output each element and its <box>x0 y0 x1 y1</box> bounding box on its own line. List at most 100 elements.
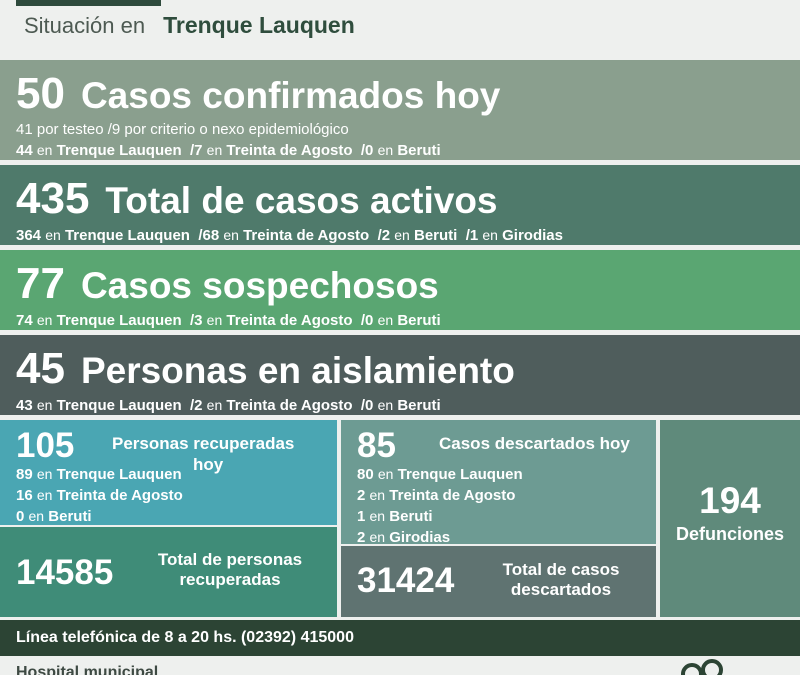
discarded-total-number: 31424 <box>357 561 455 600</box>
connector: en <box>36 312 53 328</box>
connector: en <box>369 508 386 524</box>
place: Treinta de Agosto <box>226 312 353 329</box>
value: 364 <box>16 227 42 244</box>
connector: en <box>36 466 53 482</box>
value: 80 <box>357 466 374 483</box>
value: 16 <box>16 487 33 504</box>
recovered-today-rows: 89 en Trenque Lauquen 16 en Treinta de A… <box>16 464 183 527</box>
value: 1 <box>357 508 366 525</box>
recovered-today-number: 105 <box>16 426 75 465</box>
value: /0 <box>360 397 374 414</box>
place: Beruti <box>414 227 458 244</box>
value: /7 <box>189 142 203 159</box>
connector: en <box>223 227 239 243</box>
place: Beruti <box>397 312 441 329</box>
recovered-total-panel: 14585 Total de personas recuperadas <box>0 527 337 617</box>
deaths-label: Defunciones <box>675 524 785 544</box>
active-panel: 435 Total de casos activos 364 en Trenqu… <box>0 165 800 245</box>
confirmed-line1: 41 por testeo /9 por criterio o nexo epi… <box>16 121 349 138</box>
list-item: 16 en Treinta de Agosto <box>16 485 183 506</box>
place: Trenque Lauquen <box>56 397 182 414</box>
list-item: 89 en Trenque Lauquen <box>16 464 183 485</box>
isolation-title: Personas en aislamiento <box>80 350 515 391</box>
connector: en <box>36 397 53 413</box>
value: 2 <box>357 487 366 504</box>
connector: en <box>394 227 410 243</box>
suspected-number: 77 <box>16 259 65 308</box>
discarded-total-label: Total de casos <box>502 560 620 579</box>
header-place: Trenque Lauquen <box>163 12 355 38</box>
isolation-panel: 45 Personas en aislamiento 43 en Trenque… <box>0 335 800 415</box>
value: /68 <box>198 227 220 244</box>
place: Trenque Lauquen <box>56 312 182 329</box>
confirmed-line2: 44 en Trenque Lauquen /7 en Treinta de A… <box>16 140 441 161</box>
recovered-total-label: Total de personas <box>157 550 303 569</box>
value: /1 <box>465 227 479 244</box>
place: Treinta de Agosto <box>389 487 516 504</box>
connector: en <box>482 227 498 243</box>
recovered-total-number: 14585 <box>16 553 114 592</box>
connector: en <box>45 227 61 243</box>
phone-text: Línea telefónica de 8 a 20 hs. (02392) 4… <box>16 629 354 646</box>
suspected-panel: 77 Casos sospechosos 74 en Trenque Lauqu… <box>0 250 800 330</box>
list-item: 80 en Trenque Lauquen <box>357 464 523 485</box>
confirmed-title: Casos confirmados hoy <box>80 75 501 116</box>
recovered-today-label2: hoy <box>193 455 224 474</box>
value: 2 <box>357 529 366 546</box>
active-title: Total de casos activos <box>105 180 498 221</box>
logo-icon <box>681 659 723 675</box>
bottom-strip: Hospital municipal <box>0 658 800 675</box>
connector: en <box>36 487 53 503</box>
connector: en <box>28 508 45 524</box>
connector: en <box>206 312 223 328</box>
confirmed-number: 50 <box>16 69 65 118</box>
discarded-today-label: Casos descartados hoy <box>439 434 630 453</box>
isolation-number: 45 <box>16 344 65 393</box>
deaths-panel: 194 Defunciones <box>660 420 800 617</box>
top-accent-bar <box>16 0 161 6</box>
value: /3 <box>189 312 203 329</box>
value: 89 <box>16 466 33 483</box>
place: Treinta de Agosto <box>226 397 353 414</box>
place: Treinta de Agosto <box>243 227 370 244</box>
suspected-title: Casos sospechosos <box>80 265 439 306</box>
recovered-total-label2: recuperadas <box>179 570 281 589</box>
active-number: 435 <box>16 174 90 223</box>
connector: en <box>377 312 394 328</box>
connector: en <box>206 142 223 158</box>
recovered-today-label: Personas recuperadas <box>112 434 295 453</box>
place: Trenque Lauquen <box>56 142 182 159</box>
discarded-today-rows: 80 en Trenque Lauquen 2 en Treinta de Ag… <box>357 464 523 548</box>
value: /0 <box>360 142 374 159</box>
place: Girodias <box>389 529 451 546</box>
connector: en <box>369 529 386 545</box>
place: Girodias <box>502 227 563 244</box>
connector: en <box>206 397 223 413</box>
confirmed-panel: 50 Casos confirmados hoy 41 por testeo /… <box>0 60 800 160</box>
place: Trenque Lauquen <box>56 466 182 483</box>
place: Beruti <box>48 508 92 525</box>
connector: en <box>377 466 394 482</box>
active-line: 364 en Trenque Lauquen /68 en Treinta de… <box>16 225 563 246</box>
value: /2 <box>377 227 391 244</box>
value: /0 <box>360 312 374 329</box>
connector: en <box>369 487 386 503</box>
discarded-total-label2: descartados <box>510 580 612 599</box>
isolation-line: 43 en Trenque Lauquen /2 en Treinta de A… <box>16 395 441 416</box>
discarded-today-panel: 85 Casos descartados hoy 80 en Trenque L… <box>341 420 656 546</box>
deaths-number: 194 <box>699 480 761 521</box>
phone-bar: Línea telefónica de 8 a 20 hs. (02392) 4… <box>0 620 800 656</box>
connector: en <box>377 397 394 413</box>
discarded-today-number: 85 <box>357 426 396 465</box>
value: 44 <box>16 142 33 159</box>
value: 43 <box>16 397 33 414</box>
place: Treinta de Agosto <box>56 487 183 504</box>
list-item: 2 en Treinta de Agosto <box>357 485 523 506</box>
place: Beruti <box>397 397 441 414</box>
place: Trenque Lauquen <box>64 227 190 244</box>
list-item: 2 en Girodias <box>357 527 523 548</box>
place: Trenque Lauquen <box>397 466 523 483</box>
place: Beruti <box>397 142 441 159</box>
place: Treinta de Agosto <box>226 142 353 159</box>
connector: en <box>377 142 394 158</box>
